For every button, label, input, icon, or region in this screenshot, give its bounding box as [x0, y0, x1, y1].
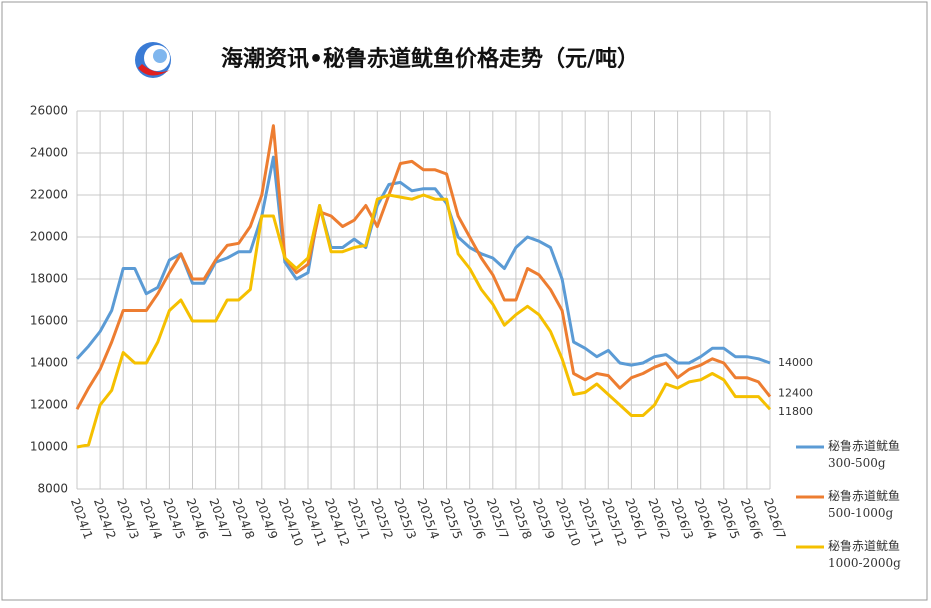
y-tick-label: 8000	[37, 482, 68, 496]
y-tick-label: 20000	[30, 230, 68, 244]
series-line	[75, 155, 771, 367]
y-tick-label: 24000	[30, 146, 68, 160]
logo	[135, 42, 171, 78]
y-tick-label: 10000	[30, 440, 68, 454]
y-tick-label: 12000	[30, 398, 68, 412]
end-value-label: 11800	[778, 405, 813, 418]
y-tick-label: 26000	[30, 104, 68, 118]
end-value-label: 12400	[778, 387, 813, 400]
end-value-label: 14000	[778, 356, 813, 369]
legend-label: 秘鲁赤道鱿鱼 500-1000g	[828, 489, 901, 520]
chart-title: 海潮资讯•秘鲁赤道鱿鱼价格走势（元/吨）	[221, 46, 639, 72]
series-line	[75, 124, 772, 410]
y-tick-label: 16000	[30, 314, 68, 328]
y-tick-label: 14000	[30, 356, 68, 370]
legend-label: 秘鲁赤道鱿鱼 1000-2000g	[828, 539, 901, 570]
legend-label: 秘鲁赤道鱿鱼 300-500g	[828, 439, 901, 470]
y-tick-label: 22000	[30, 188, 68, 202]
series-line	[76, 193, 772, 449]
y-tick-label: 18000	[30, 272, 68, 286]
